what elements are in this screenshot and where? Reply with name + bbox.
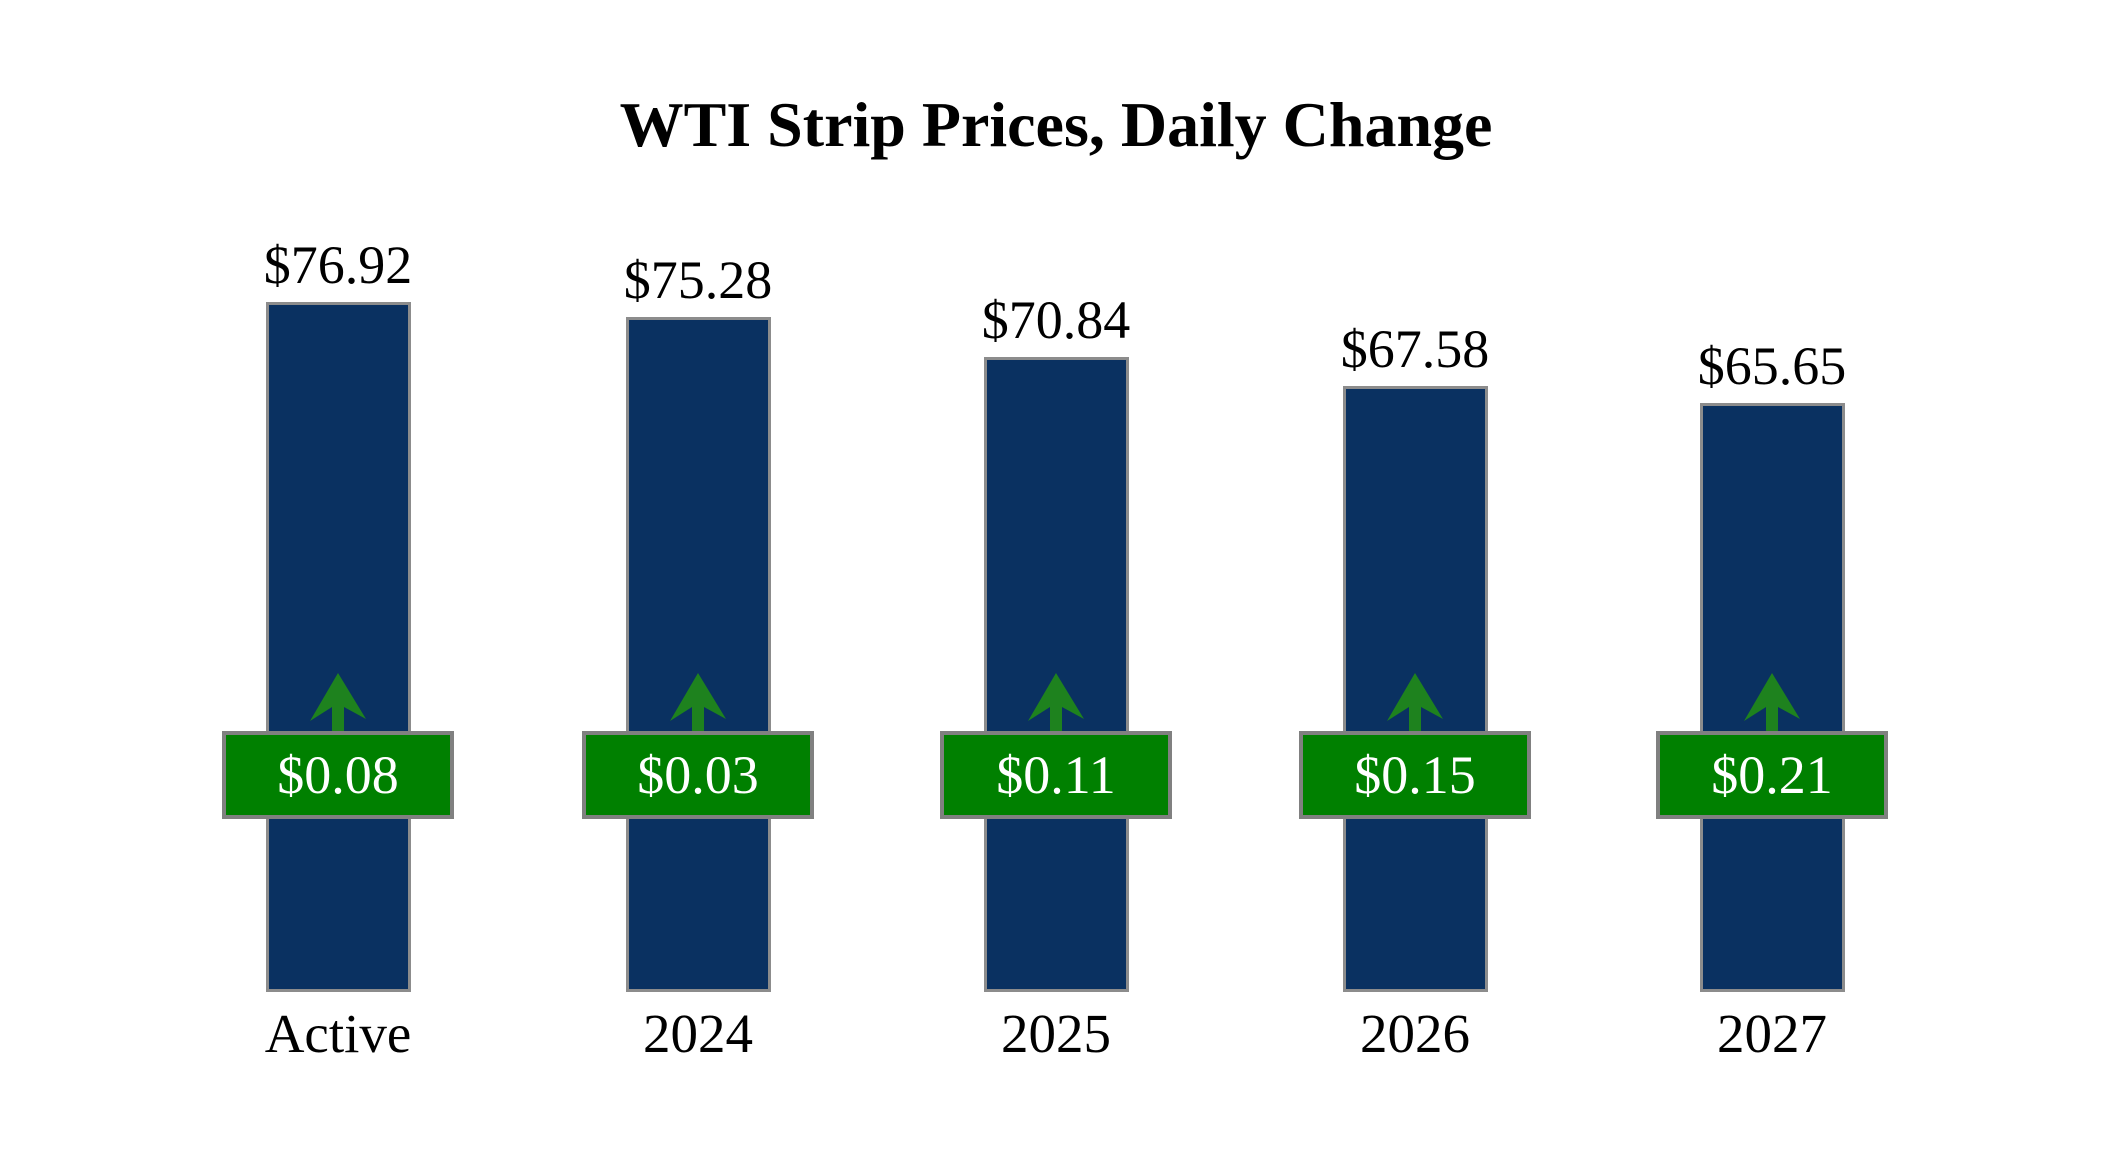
category-label: 2024 bbox=[643, 1003, 753, 1064]
change-badge: $0.15 bbox=[1299, 731, 1531, 819]
category-label: Active bbox=[264, 1003, 412, 1064]
category-label: 2026 bbox=[1360, 1003, 1470, 1064]
category-label: 2025 bbox=[1001, 1003, 1111, 1064]
change-badge: $0.03 bbox=[582, 731, 814, 819]
bar-value-label: $76.92 bbox=[263, 235, 413, 295]
bar-value-label: $75.28 bbox=[623, 250, 773, 310]
bar-value-label: $65.65 bbox=[1697, 336, 1847, 396]
price-bar bbox=[265, 302, 411, 992]
price-bar bbox=[625, 317, 771, 992]
up-arrow-icon bbox=[1387, 673, 1443, 731]
category-label: 2027 bbox=[1717, 1003, 1827, 1064]
bar-value-label: $70.84 bbox=[981, 290, 1131, 350]
bar-value-label: $67.58 bbox=[1340, 319, 1490, 379]
up-arrow-icon bbox=[1028, 673, 1084, 731]
up-arrow-icon bbox=[310, 673, 366, 731]
price-bar bbox=[1342, 386, 1488, 992]
chart-title: WTI Strip Prices, Daily Change bbox=[619, 89, 1493, 160]
change-badge: $0.21 bbox=[1656, 731, 1888, 819]
change-badge: $0.08 bbox=[222, 731, 454, 819]
up-arrow-icon bbox=[670, 673, 726, 731]
up-arrow-icon bbox=[1744, 673, 1800, 731]
change-badge: $0.11 bbox=[940, 731, 1172, 819]
